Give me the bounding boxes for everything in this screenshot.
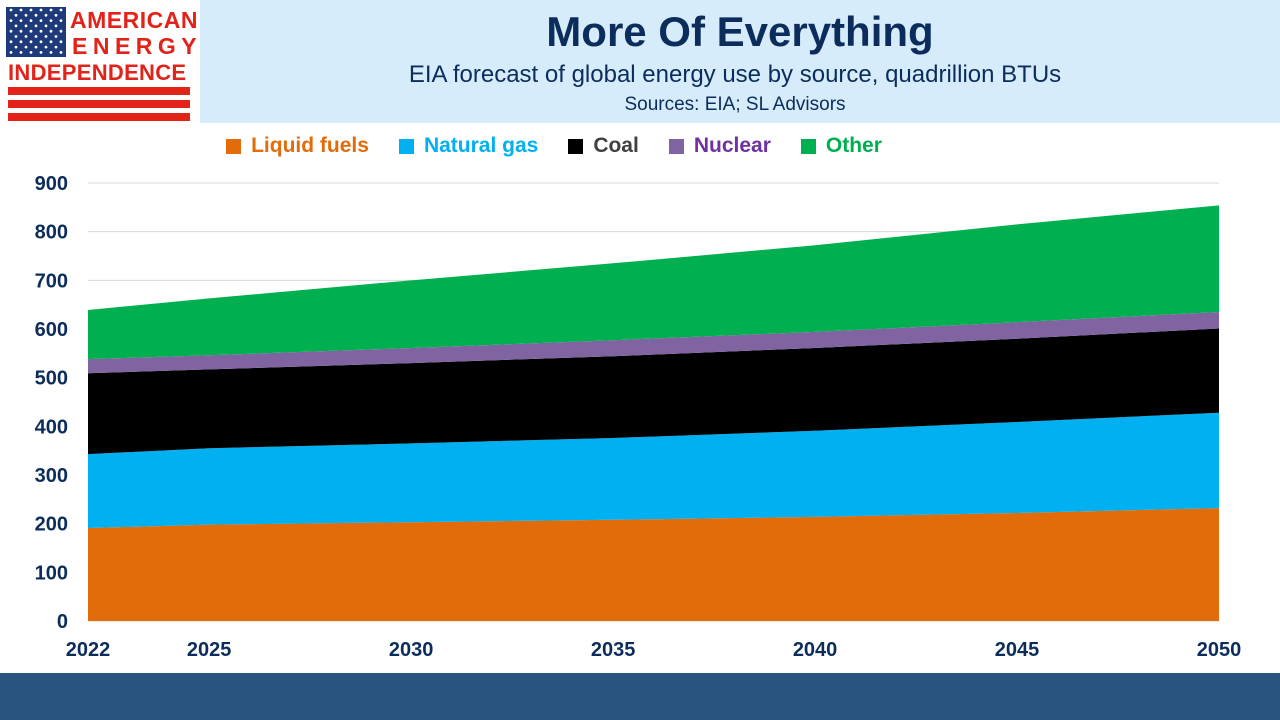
legend-swatch <box>226 138 242 154</box>
legend-item: Other <box>800 134 882 158</box>
legend-label: Other <box>825 134 882 157</box>
logo-line-2: ENERGY <box>72 33 203 59</box>
legend-item: Natural gas <box>398 134 539 158</box>
legend-label: Coal <box>593 134 639 157</box>
legend-item: Liquid fuels <box>226 134 369 158</box>
legend-item: Nuclear <box>668 134 771 158</box>
area-chart: 0 100 200 300 400 500 600 700 800 900 2022 2025 2030… <box>35 173 1242 661</box>
x-tick-label: 2035 <box>591 639 636 661</box>
legend-label: Nuclear <box>693 134 771 157</box>
area-series-natural-gas <box>88 412 1219 529</box>
y-tick-label: 900 <box>35 173 68 195</box>
logo-line-3: INDEPENDENCE <box>8 60 187 85</box>
area-series-coal <box>88 328 1219 455</box>
area-series-liquid-fuels <box>88 508 1219 621</box>
logo-line-1: AMERICAN <box>70 7 198 33</box>
source-note: Sources: EIA; SL Advisors <box>624 94 846 115</box>
y-tick-label: 0 <box>57 611 68 633</box>
x-tick-label: 2025 <box>187 639 232 661</box>
y-tick-label: 300 <box>35 465 68 487</box>
x-tick-label: 2022 <box>66 639 111 661</box>
legend-swatch <box>398 138 414 154</box>
legend-label: Liquid fuels <box>251 134 369 157</box>
logo: AMERICAN ENERGY INDEPENDENCE <box>0 0 198 123</box>
x-tick-label: 2040 <box>793 639 838 661</box>
logo-stripes <box>8 87 190 121</box>
y-tick-label: 400 <box>35 416 68 438</box>
area-series-nuclear <box>88 311 1219 374</box>
x-tick-label: 2050 <box>1197 639 1242 661</box>
x-tick-label: 2045 <box>995 639 1040 661</box>
page-title: More Of Everything <box>546 8 934 55</box>
area-series-other <box>88 205 1219 360</box>
legend-item: Coal <box>568 134 639 158</box>
y-tick-label: 700 <box>35 270 68 292</box>
y-tick-label: 500 <box>35 368 68 390</box>
x-tick-label: 2030 <box>389 639 434 661</box>
legend-swatch <box>668 138 684 154</box>
legend-swatch <box>568 138 584 154</box>
page-subtitle: EIA forecast of global energy use by sou… <box>408 61 1062 88</box>
y-tick-label: 100 <box>35 562 68 584</box>
footer-bar <box>0 673 1280 720</box>
y-tick-label: 200 <box>35 514 68 536</box>
chart-legend: Liquid fuels Natural gas Coal Nuclear Other <box>0 132 1194 160</box>
y-tick-label: 600 <box>35 319 68 341</box>
flag-icon <box>6 7 66 57</box>
y-tick-label: 800 <box>35 222 68 244</box>
legend-label: Natural gas <box>423 134 539 157</box>
legend-swatch <box>800 138 816 154</box>
header-band <box>200 0 1280 123</box>
